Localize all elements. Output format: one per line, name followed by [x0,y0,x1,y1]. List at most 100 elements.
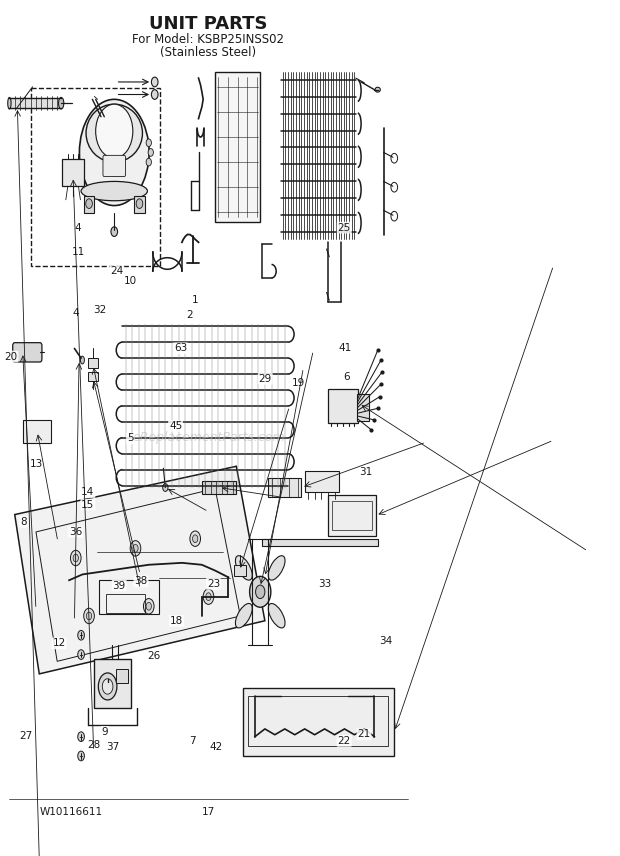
Ellipse shape [236,556,252,580]
Circle shape [146,603,151,610]
Circle shape [78,732,84,741]
Text: 45: 45 [169,421,182,431]
Ellipse shape [236,603,252,628]
Ellipse shape [268,603,285,628]
Text: 24: 24 [110,266,123,276]
Text: 36: 36 [69,526,82,537]
Text: (Stainless Steel): (Stainless Steel) [161,45,257,58]
Text: 10: 10 [124,276,137,287]
Bar [87,372,99,381]
Bar [30,88,160,266]
Circle shape [143,598,154,614]
Ellipse shape [58,98,64,109]
Text: 15: 15 [81,500,95,509]
Text: 23: 23 [207,579,220,589]
Text: 1: 1 [192,295,198,306]
Text: 26: 26 [148,651,161,661]
Circle shape [203,589,214,604]
Text: 21: 21 [357,729,371,740]
Ellipse shape [375,87,380,92]
Circle shape [130,541,141,556]
Circle shape [146,139,151,146]
Ellipse shape [268,556,285,580]
Bar [234,565,246,576]
Text: 4: 4 [73,308,79,318]
Circle shape [78,751,84,761]
Polygon shape [243,688,394,756]
Text: 37: 37 [107,741,120,752]
FancyBboxPatch shape [13,342,42,362]
Circle shape [162,484,168,491]
Text: For Model: KSBP25INSS02: For Model: KSBP25INSS02 [133,33,285,46]
Bar [328,496,376,536]
Circle shape [73,554,78,562]
Text: 18: 18 [170,616,183,626]
Text: 22: 22 [338,736,351,746]
Text: 7: 7 [190,736,196,746]
Bar [87,358,99,368]
Bar [115,669,128,682]
Text: eReplacementParts.com: eReplacementParts.com [132,431,285,443]
Text: 12: 12 [53,639,66,648]
Bar [94,659,131,708]
Circle shape [206,592,211,601]
Circle shape [146,158,151,166]
Bar [134,196,145,213]
Text: 34: 34 [379,636,392,646]
Bar [63,159,84,187]
Circle shape [86,612,92,620]
Text: 42: 42 [210,741,223,752]
Text: 6: 6 [343,372,350,383]
Text: 32: 32 [94,306,107,315]
Text: 11: 11 [71,247,85,258]
Bar [357,394,369,421]
Text: 29: 29 [259,374,272,383]
Text: 25: 25 [338,223,351,233]
Circle shape [136,199,143,209]
Text: 63: 63 [174,343,187,354]
Ellipse shape [81,181,148,200]
Bar [332,501,372,530]
Ellipse shape [8,98,11,109]
Polygon shape [15,467,265,674]
Text: 31: 31 [359,467,372,478]
Circle shape [86,199,92,209]
Bar [248,696,388,746]
Text: 4: 4 [75,223,81,233]
Circle shape [193,535,198,543]
Bar [328,389,358,423]
Circle shape [255,585,265,598]
FancyBboxPatch shape [103,155,125,176]
Bar [105,594,146,613]
Text: 14: 14 [81,487,95,497]
Bar [84,196,94,213]
Text: 17: 17 [202,807,215,817]
Circle shape [148,149,153,157]
Circle shape [78,650,84,659]
Circle shape [133,544,138,552]
Circle shape [111,227,118,236]
Circle shape [102,679,113,694]
Text: 19: 19 [291,378,305,388]
Circle shape [84,609,94,624]
Text: 20: 20 [4,352,17,361]
Circle shape [151,90,158,99]
Bar [23,420,51,443]
Text: 39: 39 [113,580,126,591]
Circle shape [95,104,133,158]
Ellipse shape [86,104,143,162]
Ellipse shape [79,99,149,205]
Circle shape [71,550,81,566]
Text: W10116611: W10116611 [39,807,102,817]
Bar [268,478,301,497]
Circle shape [151,77,158,86]
Circle shape [78,630,84,640]
Text: 13: 13 [30,459,43,469]
Bar [202,481,236,494]
Bar [215,72,260,222]
Circle shape [190,531,200,546]
Text: 27: 27 [19,731,32,741]
Text: 41: 41 [339,343,352,354]
Circle shape [99,673,117,700]
Text: 33: 33 [318,579,331,589]
